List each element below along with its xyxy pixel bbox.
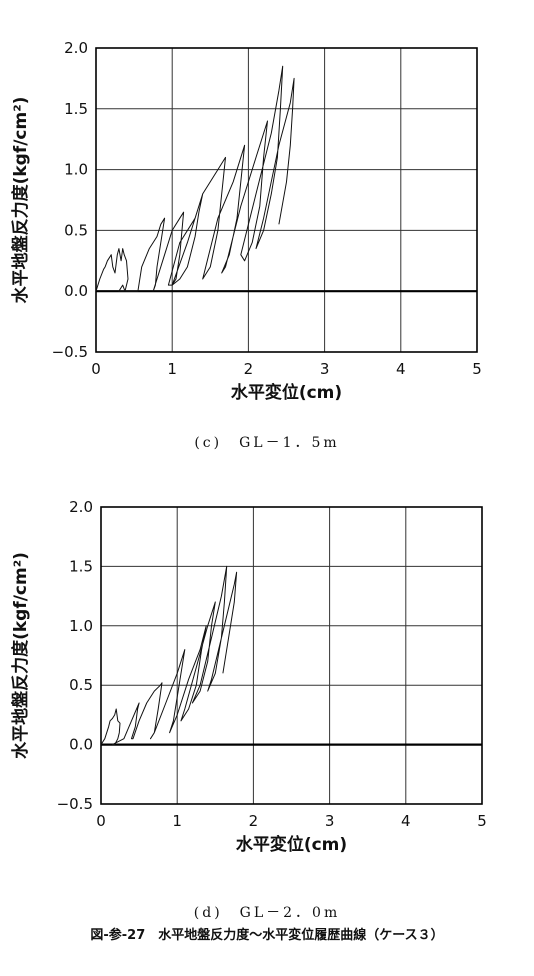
- x-tick-label: 3: [325, 812, 335, 830]
- x-axis-label: 水平変位(cm): [231, 382, 342, 403]
- y-tick-label: 0.0: [69, 736, 93, 754]
- y-tick-label: −0.5: [57, 795, 93, 813]
- y-tick-label: 0.5: [69, 676, 93, 694]
- gridlines: [101, 507, 482, 805]
- hysteresis-curve: [95, 65, 295, 292]
- y-tick-label: 1.5: [64, 100, 88, 118]
- x-tick-label: 4: [401, 812, 411, 830]
- y-tick-label: −0.5: [52, 343, 88, 361]
- chart-c-caption: (c) GL－1．5m: [194, 435, 340, 451]
- figure-caption: 図-参-27 水平地盤反力度～水平変位履歴曲線（ケース３）: [90, 928, 444, 943]
- chart-gl-1-5m: 0 1 2 3 4 5 −0.5 0.0 0.5 1.0 1.5 2.0 水平変位(cm) 水平地盤反力度…: [0, 0, 534, 460]
- chart-c-svg: 0 1 2 3 4 5 −0.5 0.0 0.5 1.0 1.5 2.0 水平変位(cm) 水平地盤反力度…: [10, 39, 482, 403]
- hysteresis-curve: [100, 565, 238, 746]
- y-tick-label: 0.0: [64, 282, 88, 300]
- x-tick-label: 5: [477, 812, 487, 830]
- chart-d-caption: (d) GL－2．0m: [193, 905, 341, 921]
- y-tick-label: 1.5: [69, 557, 93, 575]
- x-tick-label: 1: [167, 360, 177, 378]
- y-tick-label: 0.5: [64, 221, 88, 239]
- chart-gl-2-0m: 0 1 2 3 4 5 −0.5 0.0 0.5 1.0 1.5 2.0 水平変位(cm) 水平地盤反力度…: [0, 480, 534, 930]
- x-tick-label: 1: [172, 812, 182, 830]
- gridlines: [96, 48, 477, 353]
- x-tick-label: 4: [396, 360, 406, 378]
- x-axis-label: 水平変位(cm): [236, 834, 347, 855]
- plot-frame: [100, 506, 483, 805]
- x-tick-label: 0: [91, 360, 101, 378]
- y-tick-label: 1.0: [64, 161, 88, 179]
- x-tick-label: 2: [249, 812, 259, 830]
- y-tick-label: 2.0: [64, 39, 88, 57]
- x-tick-label: 2: [244, 360, 254, 378]
- y-axis-label: 水平地盤反力度(kgf/cm²): [10, 552, 31, 759]
- plot-frame: [95, 47, 478, 353]
- x-tick-label: 3: [320, 360, 330, 378]
- y-tick-label: 2.0: [69, 498, 93, 516]
- x-tick-label: 0: [96, 812, 106, 830]
- x-tick-label: 5: [472, 360, 482, 378]
- chart-d-svg: 0 1 2 3 4 5 −0.5 0.0 0.5 1.0 1.5 2.0 水平変位(cm) 水平地盤反力度…: [10, 498, 487, 855]
- y-tick-label: 1.0: [69, 617, 93, 635]
- y-axis-label: 水平地盤反力度(kgf/cm²): [10, 97, 31, 304]
